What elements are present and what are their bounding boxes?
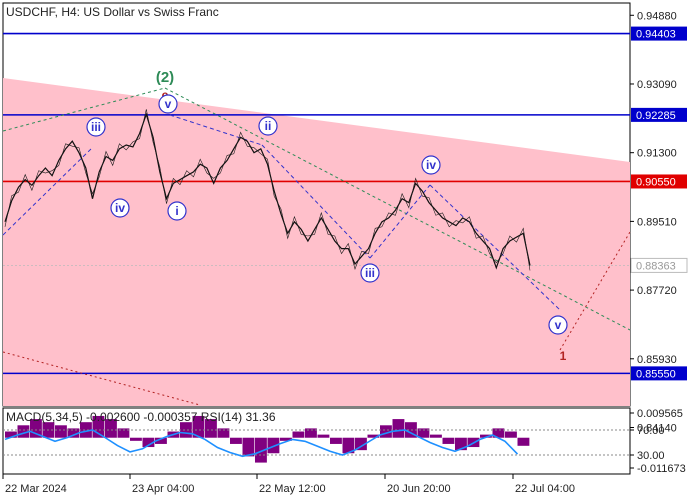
y-tick-label: 0.93090 bbox=[637, 79, 677, 91]
wave-marker-circle bbox=[258, 116, 278, 136]
level-label-box bbox=[631, 366, 687, 381]
macd-bar bbox=[317, 434, 330, 438]
macd-bar bbox=[155, 437, 167, 444]
macd-bar bbox=[267, 437, 280, 454]
macd-bar bbox=[92, 415, 105, 438]
indicator-tick-label: 70.00 bbox=[637, 425, 665, 437]
macd-bar bbox=[117, 428, 130, 438]
macd-bar bbox=[242, 437, 255, 457]
y-tick-label: 0.85930 bbox=[637, 354, 677, 366]
y-tick-label: 0.89510 bbox=[637, 216, 677, 228]
wave-marker-circle bbox=[360, 263, 380, 283]
macd-bar bbox=[330, 437, 342, 444]
wave-label: (2) bbox=[156, 69, 174, 86]
macd-bar bbox=[230, 437, 242, 444]
x-tick-label: 22 May 12:00 bbox=[259, 483, 326, 495]
macd-bar bbox=[392, 419, 405, 438]
y-tick-label: 0.84140 bbox=[637, 422, 677, 434]
downtrend-channel-area bbox=[3, 78, 630, 406]
wave-label: v bbox=[165, 97, 172, 111]
macd-bar bbox=[17, 425, 30, 438]
macd-bar bbox=[342, 437, 355, 454]
wave-marker-circle bbox=[86, 117, 106, 137]
macd-bar bbox=[5, 431, 17, 438]
level-label-box bbox=[631, 174, 687, 189]
subwave-guide-line bbox=[369, 184, 431, 259]
wave-label: iv bbox=[426, 158, 436, 172]
projection-line bbox=[2, 351, 201, 406]
macd-bar bbox=[355, 437, 367, 451]
wave-guide-line bbox=[2, 87, 166, 132]
level-label: 0.85550 bbox=[636, 368, 676, 380]
x-tick-label: 22 Mar 2024 bbox=[5, 483, 67, 495]
wave-label: iii bbox=[365, 266, 375, 280]
subwave-guide-line bbox=[261, 144, 371, 259]
macd-bar bbox=[55, 425, 67, 438]
macd-bar bbox=[130, 437, 142, 441]
macd-bar bbox=[105, 419, 117, 438]
macd-bar bbox=[205, 419, 217, 438]
wave-label: v bbox=[555, 318, 562, 332]
wave-label: iii bbox=[91, 120, 101, 134]
y-tick-label: 0.87720 bbox=[637, 285, 677, 297]
level-label: 0.92285 bbox=[636, 110, 676, 122]
macd-bar bbox=[442, 437, 455, 444]
macd-bar bbox=[430, 434, 442, 438]
subwave-guide-line bbox=[169, 114, 263, 146]
x-tick-label: 22 Jul 04:00 bbox=[515, 483, 575, 495]
macd-bar bbox=[280, 437, 292, 441]
current-price-label: 0.88363 bbox=[636, 260, 676, 272]
wave-marker-circle bbox=[548, 315, 568, 335]
wave-marker-circle bbox=[110, 198, 130, 218]
price-wick-line bbox=[4, 109, 531, 271]
macd-bar bbox=[480, 434, 492, 438]
level-label: 0.94403 bbox=[636, 29, 676, 41]
y-tick-label: 0.91300 bbox=[637, 148, 677, 160]
macd-bar bbox=[405, 422, 417, 438]
macd-bar bbox=[417, 428, 430, 438]
macd-bar bbox=[492, 428, 505, 438]
wave-label: iv bbox=[115, 201, 125, 215]
chart-title: USDCHF, H4: US Dollar vs Swiss Franc bbox=[6, 5, 219, 19]
indicator-title: MACD(5,34,5) -0.002600 -0.000357 RSI(14)… bbox=[6, 410, 276, 424]
y-tick-label: 0.94880 bbox=[637, 10, 677, 22]
level-label-box bbox=[631, 107, 687, 122]
level-label-box bbox=[631, 26, 687, 41]
macd-bar bbox=[192, 415, 205, 438]
macd-bar bbox=[80, 422, 92, 438]
indicator-tick-label: -0.011673 bbox=[637, 463, 686, 475]
indicator-tick-label: 30.00 bbox=[637, 450, 665, 462]
rsi-line bbox=[4, 429, 519, 458]
macd-bar bbox=[367, 434, 380, 438]
macd-bar bbox=[505, 431, 517, 438]
wave-label: i bbox=[175, 204, 178, 218]
macd-bar bbox=[217, 428, 230, 438]
subwave-guide-line bbox=[429, 184, 561, 311]
macd-bar bbox=[67, 428, 80, 438]
macd-bar bbox=[30, 419, 42, 438]
wave-marker-circle bbox=[158, 94, 178, 114]
wave-label: 1 bbox=[560, 349, 567, 363]
level-label: 0.90550 bbox=[636, 176, 676, 188]
macd-bar bbox=[292, 431, 305, 438]
macd-bar bbox=[380, 425, 392, 438]
macd-bar bbox=[255, 437, 267, 463]
macd-bar bbox=[517, 437, 530, 446]
macd-bar bbox=[305, 428, 317, 438]
wave-marker-circle bbox=[421, 155, 441, 175]
indicator-tick-label: 0.009565 bbox=[637, 408, 683, 420]
price-line bbox=[4, 112, 531, 270]
macd-bar bbox=[180, 422, 192, 438]
wave-marker-circle bbox=[167, 201, 187, 221]
wave-label: ii bbox=[265, 119, 272, 133]
x-tick-label: 20 Jun 20:00 bbox=[387, 483, 451, 495]
macd-bar bbox=[455, 437, 467, 451]
macd-bar bbox=[142, 437, 155, 448]
current-price-box bbox=[630, 257, 688, 273]
x-tick-label: 23 Apr 04:00 bbox=[132, 483, 194, 495]
